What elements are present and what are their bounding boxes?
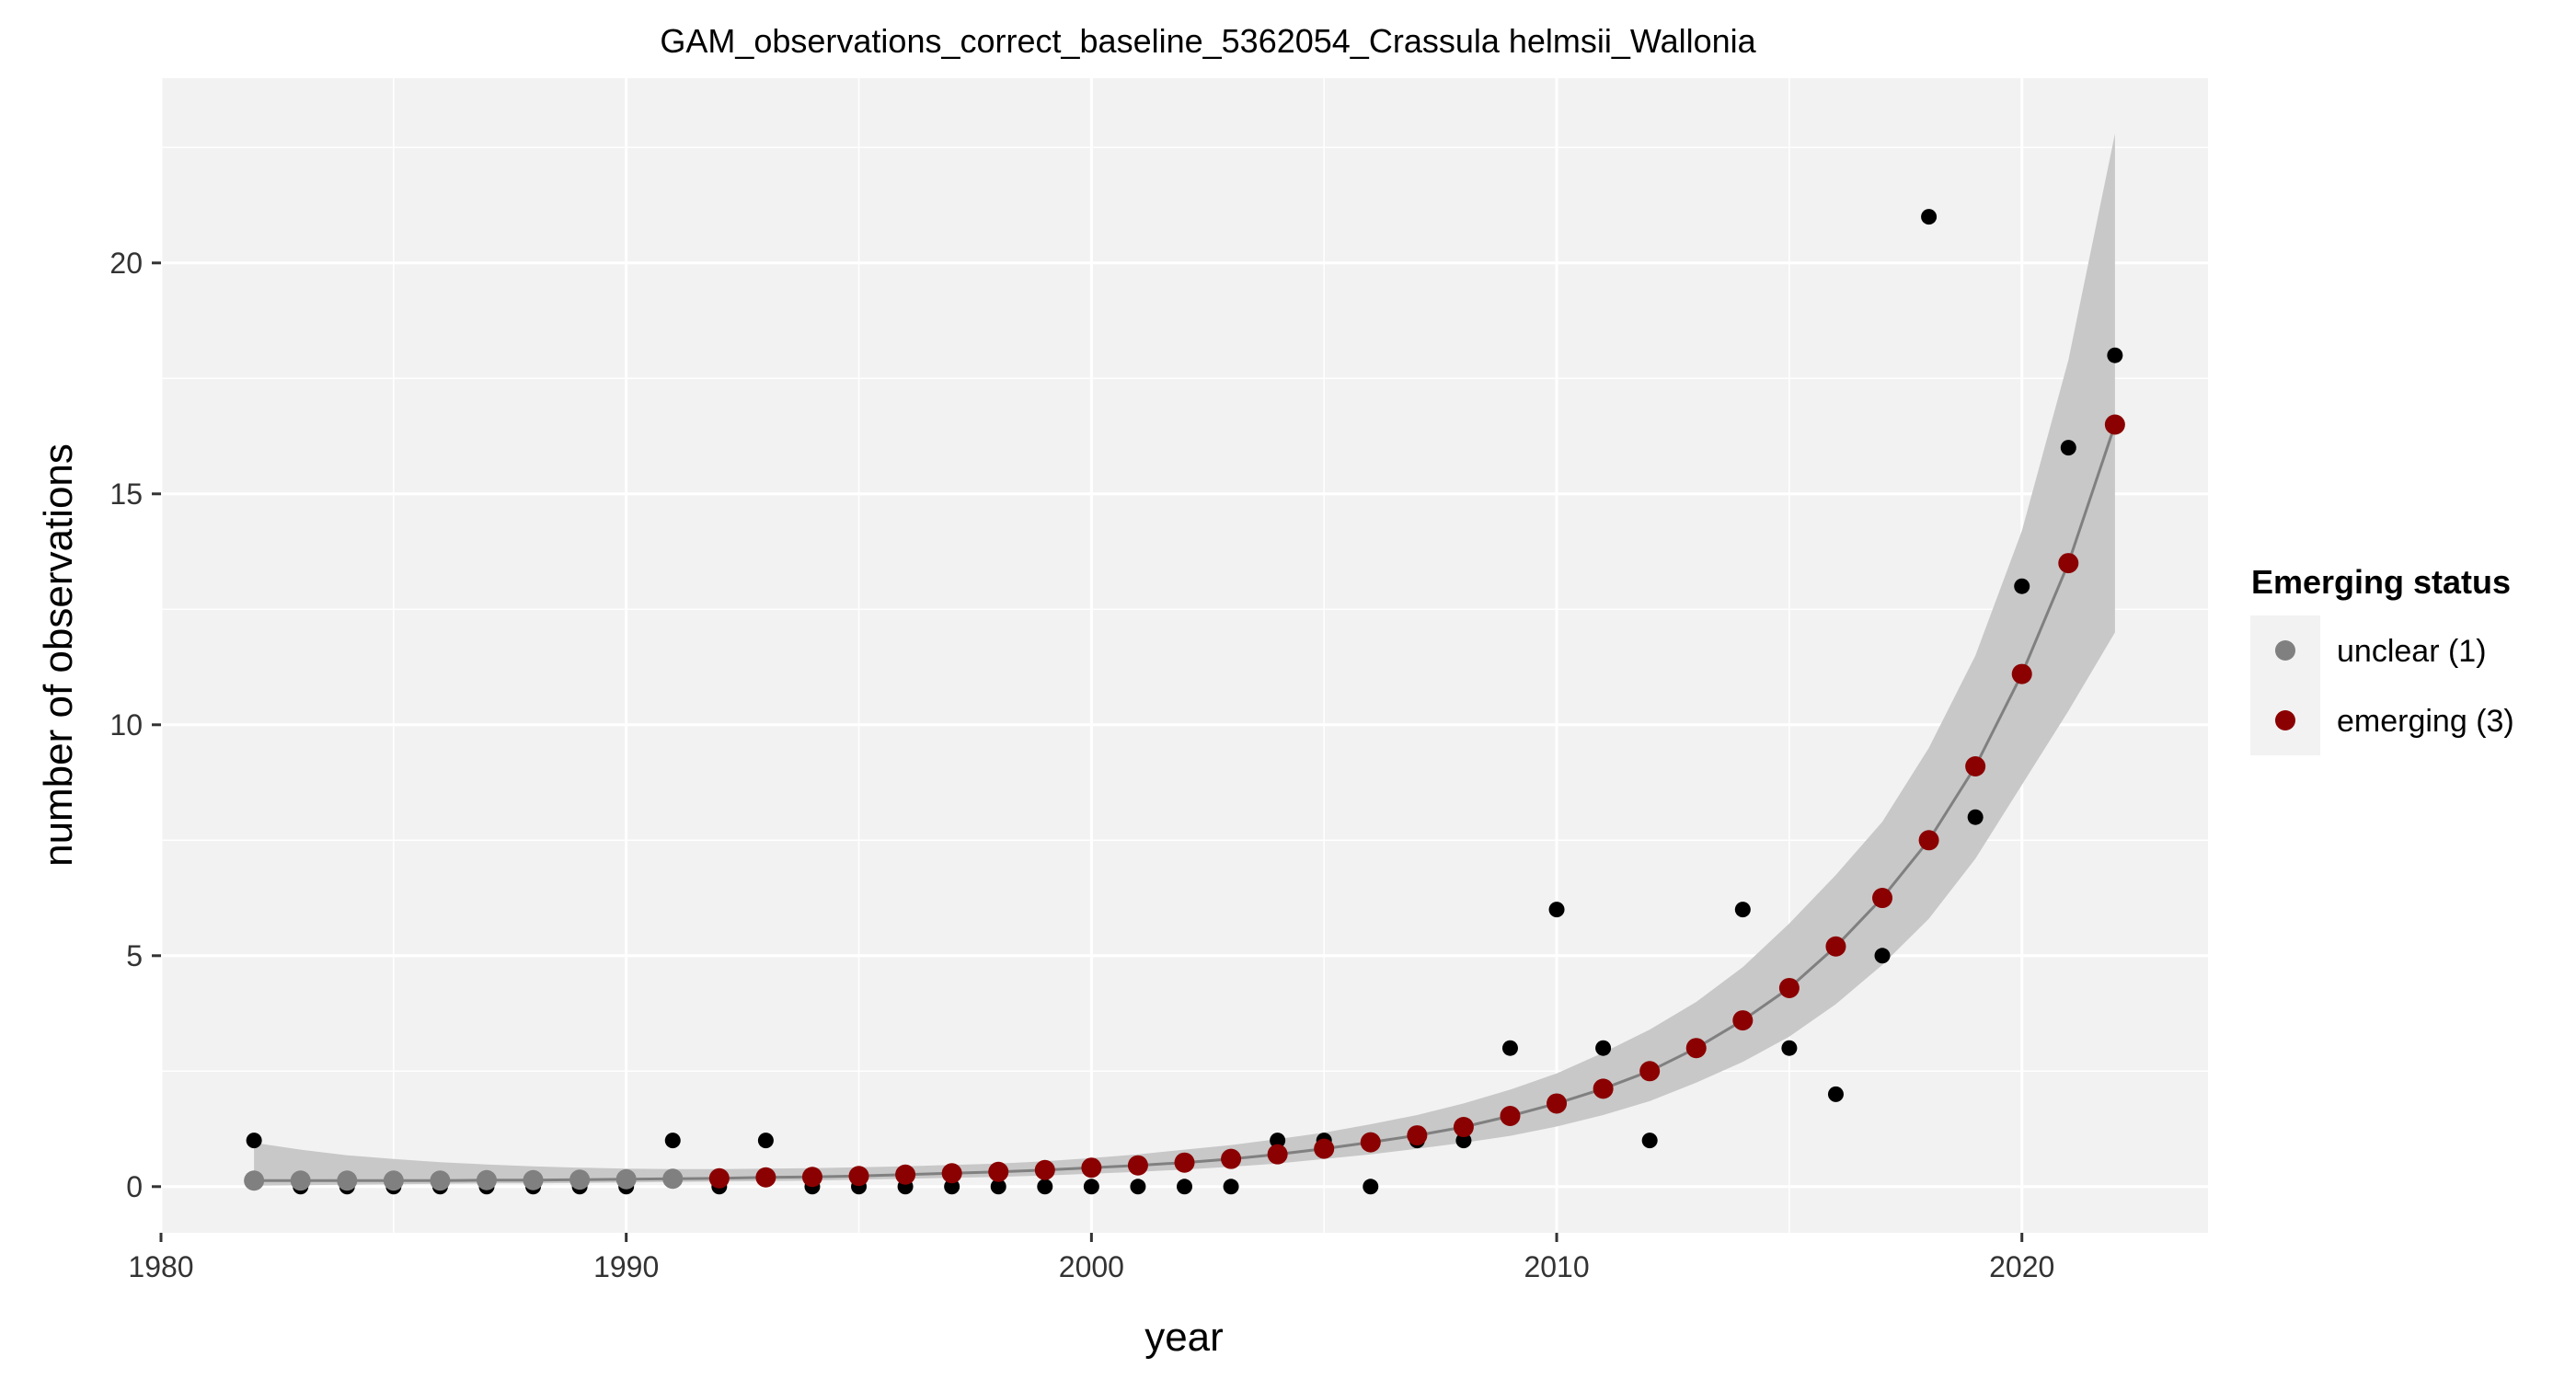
x-tick-label: 2000 bbox=[1059, 1250, 1124, 1283]
observed-points bbox=[246, 209, 2123, 1195]
fitted-point bbox=[801, 1167, 822, 1188]
fitted-point bbox=[290, 1170, 311, 1191]
observed-point bbox=[2060, 440, 2076, 456]
legend-label-emerging: emerging (3) bbox=[2337, 704, 2514, 739]
fitted-point bbox=[1034, 1159, 1055, 1180]
fitted-point bbox=[337, 1170, 358, 1191]
fitted-point bbox=[383, 1170, 404, 1191]
fitted-point bbox=[1174, 1152, 1195, 1173]
fitted-point bbox=[1127, 1155, 1148, 1176]
fitted-point bbox=[941, 1163, 962, 1184]
observed-point bbox=[1455, 1133, 1472, 1149]
x-tick-label: 2020 bbox=[1989, 1250, 2054, 1283]
observed-point bbox=[1130, 1179, 1146, 1195]
observed-point bbox=[1967, 809, 1984, 825]
fitted-point bbox=[1639, 1061, 1661, 1082]
observed-point bbox=[1827, 1086, 1844, 1102]
observed-point bbox=[1734, 902, 1751, 918]
fitted-point bbox=[1965, 755, 1986, 776]
fitted-point bbox=[523, 1169, 544, 1190]
fitted-point bbox=[1453, 1117, 1474, 1138]
observed-point bbox=[1874, 948, 1891, 964]
legend-label-unclear: unclear (1) bbox=[2337, 634, 2487, 669]
y-tick-label: 10 bbox=[109, 708, 143, 742]
fitted-point bbox=[755, 1167, 776, 1188]
observed-point bbox=[990, 1179, 1006, 1195]
y-axis-title: number of observations bbox=[36, 443, 81, 867]
fitted-point bbox=[1407, 1125, 1428, 1146]
fitted-point bbox=[615, 1168, 637, 1190]
fitted-point bbox=[2104, 414, 2125, 435]
observed-point bbox=[1363, 1179, 1379, 1195]
fitted-point bbox=[1872, 888, 1893, 909]
observed-point bbox=[2014, 578, 2030, 594]
fitted-point bbox=[1732, 1010, 1754, 1031]
fitted-point bbox=[1918, 830, 1939, 851]
observed-point bbox=[1921, 209, 1938, 225]
fitted-point bbox=[1500, 1105, 1521, 1126]
observed-point bbox=[1501, 1040, 1518, 1056]
fitted-points bbox=[244, 414, 2125, 1191]
fitted-point bbox=[244, 1170, 265, 1191]
fitted-point bbox=[988, 1161, 1009, 1182]
y-tick-label: 0 bbox=[126, 1170, 143, 1203]
observed-point bbox=[1270, 1133, 1286, 1149]
x-tick-label: 1990 bbox=[593, 1250, 659, 1283]
fitted-point bbox=[430, 1170, 451, 1191]
observed-point bbox=[664, 1133, 681, 1149]
observed-point bbox=[1223, 1179, 1239, 1195]
y-tick-label: 15 bbox=[109, 477, 143, 511]
fitted-point bbox=[895, 1164, 916, 1185]
observed-point bbox=[1548, 902, 1565, 918]
fitted-point bbox=[476, 1169, 497, 1190]
y-axis: 0 5 10 15 20 bbox=[109, 247, 161, 1203]
x-axis: 1980 1990 2000 2010 2020 bbox=[128, 1233, 2054, 1283]
fitted-point bbox=[1314, 1138, 1335, 1159]
fitted-point bbox=[1267, 1144, 1288, 1165]
observed-point bbox=[2107, 347, 2123, 363]
fitted-point bbox=[1081, 1157, 1102, 1179]
fitted-point bbox=[2058, 553, 2079, 574]
x-axis-title: year bbox=[1144, 1315, 1224, 1360]
observed-point bbox=[1177, 1179, 1192, 1195]
observed-point bbox=[1781, 1040, 1798, 1056]
legend-title: Emerging status bbox=[2251, 563, 2511, 601]
y-tick-label: 20 bbox=[109, 247, 143, 280]
fitted-point bbox=[1825, 936, 1846, 957]
fitted-point bbox=[1778, 977, 1800, 998]
legend: Emerging status unclear (1) emerging (3) bbox=[2250, 563, 2514, 755]
fitted-point bbox=[708, 1167, 730, 1189]
observed-point bbox=[1037, 1179, 1053, 1195]
fitted-point bbox=[1593, 1078, 1614, 1099]
x-tick-label: 2010 bbox=[1524, 1250, 1589, 1283]
fitted-point bbox=[569, 1169, 591, 1190]
observed-point bbox=[1083, 1179, 1099, 1195]
legend-swatch-unclear bbox=[2275, 640, 2295, 661]
legend-swatch-emerging bbox=[2275, 710, 2295, 730]
observed-point bbox=[757, 1133, 774, 1149]
fitted-point bbox=[1685, 1038, 1707, 1059]
observed-point bbox=[246, 1133, 262, 1149]
fitted-point bbox=[1547, 1093, 1568, 1114]
y-tick-label: 5 bbox=[126, 939, 143, 972]
plot-panel bbox=[161, 78, 2208, 1233]
fitted-point bbox=[2011, 663, 2032, 684]
fitted-point bbox=[662, 1168, 684, 1190]
observed-point bbox=[1641, 1133, 1658, 1149]
fitted-point bbox=[1360, 1132, 1381, 1153]
x-tick-label: 1980 bbox=[128, 1250, 193, 1283]
chart-title: GAM_observations_correct_baseline_536205… bbox=[660, 22, 1756, 60]
observed-point bbox=[944, 1179, 960, 1195]
fitted-point bbox=[848, 1166, 869, 1187]
observed-point bbox=[1595, 1040, 1612, 1056]
fitted-point bbox=[1221, 1148, 1242, 1169]
